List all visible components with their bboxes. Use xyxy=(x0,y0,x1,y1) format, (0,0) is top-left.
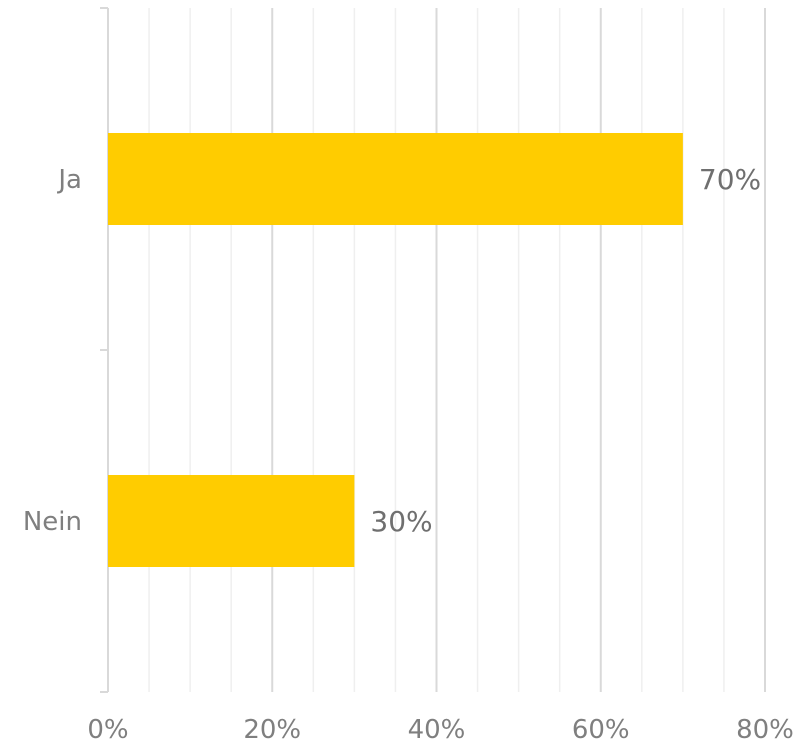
bars xyxy=(108,133,683,567)
x-tick-label: 20% xyxy=(243,715,301,745)
x-tick-label: 0% xyxy=(87,715,128,745)
bar-ja xyxy=(108,133,683,225)
data-labels: 70% 30% xyxy=(370,163,761,538)
bar-nein xyxy=(108,475,355,567)
x-tick-label: 80% xyxy=(736,715,794,745)
x-tick-label: 40% xyxy=(408,715,466,745)
y-axis xyxy=(100,7,109,693)
category-label-nein: Nein xyxy=(23,507,82,537)
data-label-ja: 70% xyxy=(699,163,761,196)
category-label-ja: Ja xyxy=(56,165,82,195)
gridlines xyxy=(148,8,766,692)
category-labels: Ja Nein xyxy=(23,165,82,537)
x-tick-label: 60% xyxy=(572,715,630,745)
x-axis-tick-labels: 0% 20% 40% 60% 80% xyxy=(87,715,794,745)
data-label-nein: 30% xyxy=(370,505,432,538)
